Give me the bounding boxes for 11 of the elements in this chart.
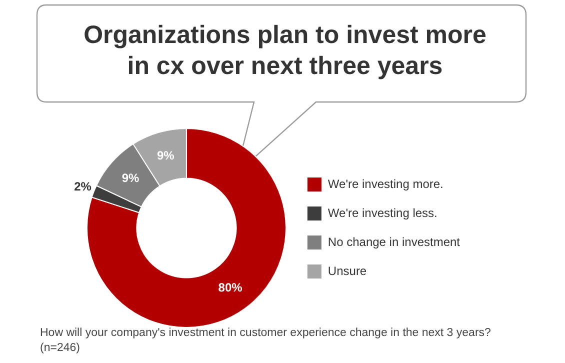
- legend-label: No change in investment: [328, 234, 461, 249]
- data-label: 9%: [122, 170, 140, 185]
- legend-label: Unsure: [328, 264, 367, 278]
- legend-label: We're investing less.: [328, 206, 438, 220]
- data-label: 9%: [156, 148, 175, 163]
- data-label: 80%: [218, 280, 243, 295]
- data-label: 2%: [74, 179, 92, 194]
- text: (n=246): [40, 341, 81, 356]
- text: How will your company's investment in customer experience change in the next 3 years?: [40, 326, 491, 341]
- chart-title: Organizations plan to invest more in cx over next three years: [82, 20, 488, 82]
- legend-label: We're investing more.: [328, 176, 444, 191]
